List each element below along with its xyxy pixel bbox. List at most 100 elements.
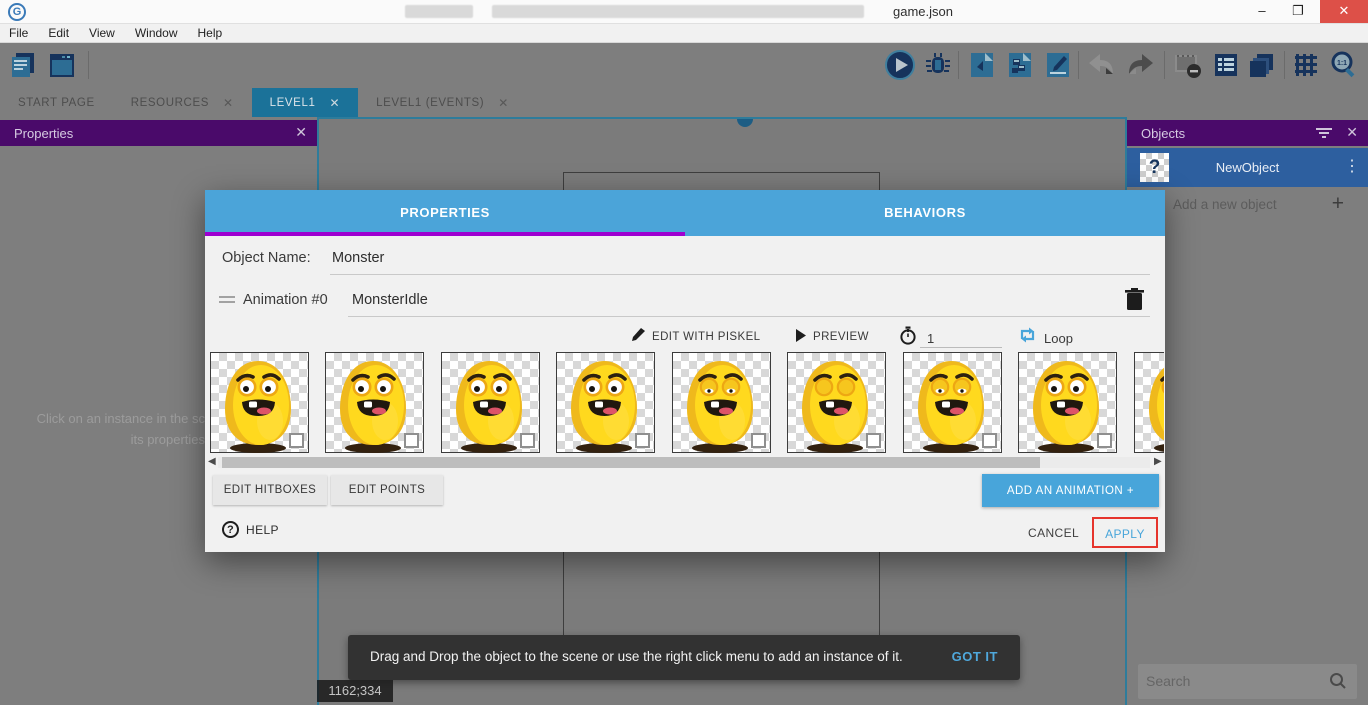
drag-handle-icon[interactable] xyxy=(219,296,235,306)
zoom-one-to-one-icon[interactable]: 1:1 xyxy=(1328,49,1360,81)
animation-name-input[interactable]: MonsterIdle xyxy=(352,292,428,308)
frame-checkbox[interactable] xyxy=(866,433,882,448)
animation-frame[interactable] xyxy=(902,352,1002,453)
object-name-input[interactable]: Monster xyxy=(332,250,385,266)
start-page-icon[interactable] xyxy=(46,49,78,81)
object-menu-dots-icon[interactable]: ⋮ xyxy=(1344,158,1360,175)
frame-checkbox[interactable] xyxy=(1097,433,1113,448)
question-mark-icon: ? xyxy=(222,521,239,538)
frame-checkbox[interactable] xyxy=(981,433,997,448)
plus-icon[interactable]: + xyxy=(1331,192,1344,215)
redo-icon[interactable] xyxy=(1124,49,1156,81)
minimize-button[interactable]: – xyxy=(1258,3,1266,18)
delete-animation-icon[interactable] xyxy=(1125,288,1144,315)
snackbar-message: Drag and Drop the object to the scene or… xyxy=(370,649,903,664)
edit-with-piskel-button[interactable]: EDIT WITH PISKEL xyxy=(652,331,761,343)
filter-icon[interactable] xyxy=(1316,127,1332,142)
properties-panel-header: Properties ✕ xyxy=(0,120,317,146)
animation-frame[interactable] xyxy=(671,352,771,453)
dialog-tab-properties[interactable]: PROPERTIES xyxy=(400,205,490,220)
close-button[interactable]: ✕ xyxy=(1320,0,1368,23)
title-bar: G game.json – ❐ ✕ xyxy=(0,0,1368,24)
apply-button[interactable]: APPLY xyxy=(1105,527,1145,541)
animation-frame[interactable] xyxy=(787,352,887,453)
dialog-tabs: PROPERTIES BEHAVIORS xyxy=(205,190,1165,236)
page-arrow-icon[interactable] xyxy=(966,49,998,81)
loop-icon[interactable] xyxy=(1018,326,1037,349)
list-icon[interactable] xyxy=(1210,49,1242,81)
tab-start-page[interactable]: START PAGE xyxy=(18,96,95,109)
cancel-button[interactable]: CANCEL xyxy=(1028,526,1080,540)
scroll-left-arrow[interactable]: ◀ xyxy=(208,456,216,467)
got-it-button[interactable]: GOT IT xyxy=(951,649,998,664)
grid-icon[interactable] xyxy=(1290,49,1322,81)
tab-level1-events[interactable]: LEVEL1 (EVENTS) ✕ xyxy=(376,95,509,110)
tab-resources[interactable]: RESOURCES ✕ xyxy=(130,95,234,110)
menu-file[interactable]: File xyxy=(9,25,29,40)
menu-window[interactable]: Window xyxy=(134,25,178,40)
frame-checkbox[interactable] xyxy=(289,433,304,448)
edit-hitboxes-button[interactable]: EDIT HITBOXES xyxy=(213,475,327,505)
animation-label: Animation #0 xyxy=(243,292,328,308)
close-tab-icon[interactable]: ✕ xyxy=(329,95,341,110)
dialog-tab-behaviors[interactable]: BEHAVIORS xyxy=(884,205,966,220)
scrollbar-thumb[interactable] xyxy=(222,457,1040,468)
play-icon[interactable] xyxy=(884,49,916,81)
project-manager-icon[interactable] xyxy=(8,49,40,81)
frames-scrollbar[interactable] xyxy=(218,457,1150,468)
debug-icon[interactable] xyxy=(922,49,954,81)
object-name: NewObject xyxy=(1215,160,1280,175)
animation-frame[interactable] xyxy=(325,352,425,453)
search-input[interactable] xyxy=(1146,669,1316,693)
page-cubes-icon[interactable] xyxy=(1004,49,1036,81)
restore-button[interactable]: ❐ xyxy=(1292,3,1304,18)
snackbar: Drag and Drop the object to the scene or… xyxy=(348,635,1020,680)
animation-frame[interactable] xyxy=(210,352,309,453)
scroll-right-arrow[interactable]: ▶ xyxy=(1154,456,1162,467)
frames-strip xyxy=(210,352,1164,455)
scene-resize-handle[interactable] xyxy=(737,119,753,127)
editor-tab-bar: START PAGE RESOURCES ✕ LEVEL1 ✕ LEVEL1 (EV… xyxy=(0,88,1368,117)
redacted-title-text xyxy=(405,5,473,18)
animation-frame[interactable] xyxy=(556,352,656,453)
close-panel-icon[interactable]: ✕ xyxy=(1346,124,1358,140)
frame-checkbox[interactable] xyxy=(519,433,535,448)
page-pencil-icon[interactable] xyxy=(1042,49,1074,81)
menu-edit[interactable]: Edit xyxy=(48,25,70,40)
stopwatch-icon xyxy=(899,326,917,350)
undo-icon[interactable] xyxy=(1086,49,1118,81)
object-list-item-newobject[interactable]: ? NewObject ⋮ xyxy=(1127,148,1368,187)
animation-frame[interactable] xyxy=(440,352,540,453)
edit-points-button[interactable]: EDIT POINTS xyxy=(331,475,443,505)
animation-frame[interactable] xyxy=(1133,352,1164,453)
film-strip-minus-icon[interactable] xyxy=(1172,49,1204,81)
menu-view[interactable]: View xyxy=(89,25,115,40)
preview-button[interactable]: PREVIEW xyxy=(813,331,869,343)
frame-checkbox[interactable] xyxy=(635,433,651,448)
close-tab-icon[interactable]: ✕ xyxy=(498,95,509,110)
add-animation-button[interactable]: ADD AN ANIMATION + xyxy=(982,474,1159,507)
objects-panel-header: Objects ✕ xyxy=(1127,120,1368,146)
animation-frame[interactable] xyxy=(1018,352,1118,453)
help-button[interactable]: ? HELP xyxy=(222,521,279,538)
frame-checkbox[interactable] xyxy=(404,433,420,448)
menu-bar: File Edit View Window Help xyxy=(0,24,1368,43)
layers-icon[interactable] xyxy=(1246,49,1278,81)
search-icon xyxy=(1329,672,1347,695)
objects-search-box xyxy=(1138,664,1357,699)
tab-level1[interactable]: LEVEL1 ✕ xyxy=(251,88,359,117)
add-new-object-row[interactable]: Add a new object + xyxy=(1127,190,1368,220)
properties-hint: Click on an instance in the sc its prope… xyxy=(36,411,205,447)
svg-text:1:1: 1:1 xyxy=(1337,60,1347,67)
close-tab-icon[interactable]: ✕ xyxy=(222,95,234,110)
close-panel-icon[interactable]: ✕ xyxy=(295,124,307,140)
time-between-frames-input[interactable]: 1 xyxy=(927,331,935,346)
object-name-label: Object Name: xyxy=(222,250,311,266)
object-editor-dialog: PROPERTIES BEHAVIORS Object Name: Monste… xyxy=(205,190,1165,552)
menu-help[interactable]: Help xyxy=(197,25,223,40)
preview-play-icon xyxy=(795,329,807,347)
object-thumbnail-question-icon: ? xyxy=(1140,153,1169,182)
loop-label[interactable]: Loop xyxy=(1044,331,1073,346)
frame-checkbox[interactable] xyxy=(750,433,766,448)
properties-panel-title: Properties xyxy=(14,125,74,141)
